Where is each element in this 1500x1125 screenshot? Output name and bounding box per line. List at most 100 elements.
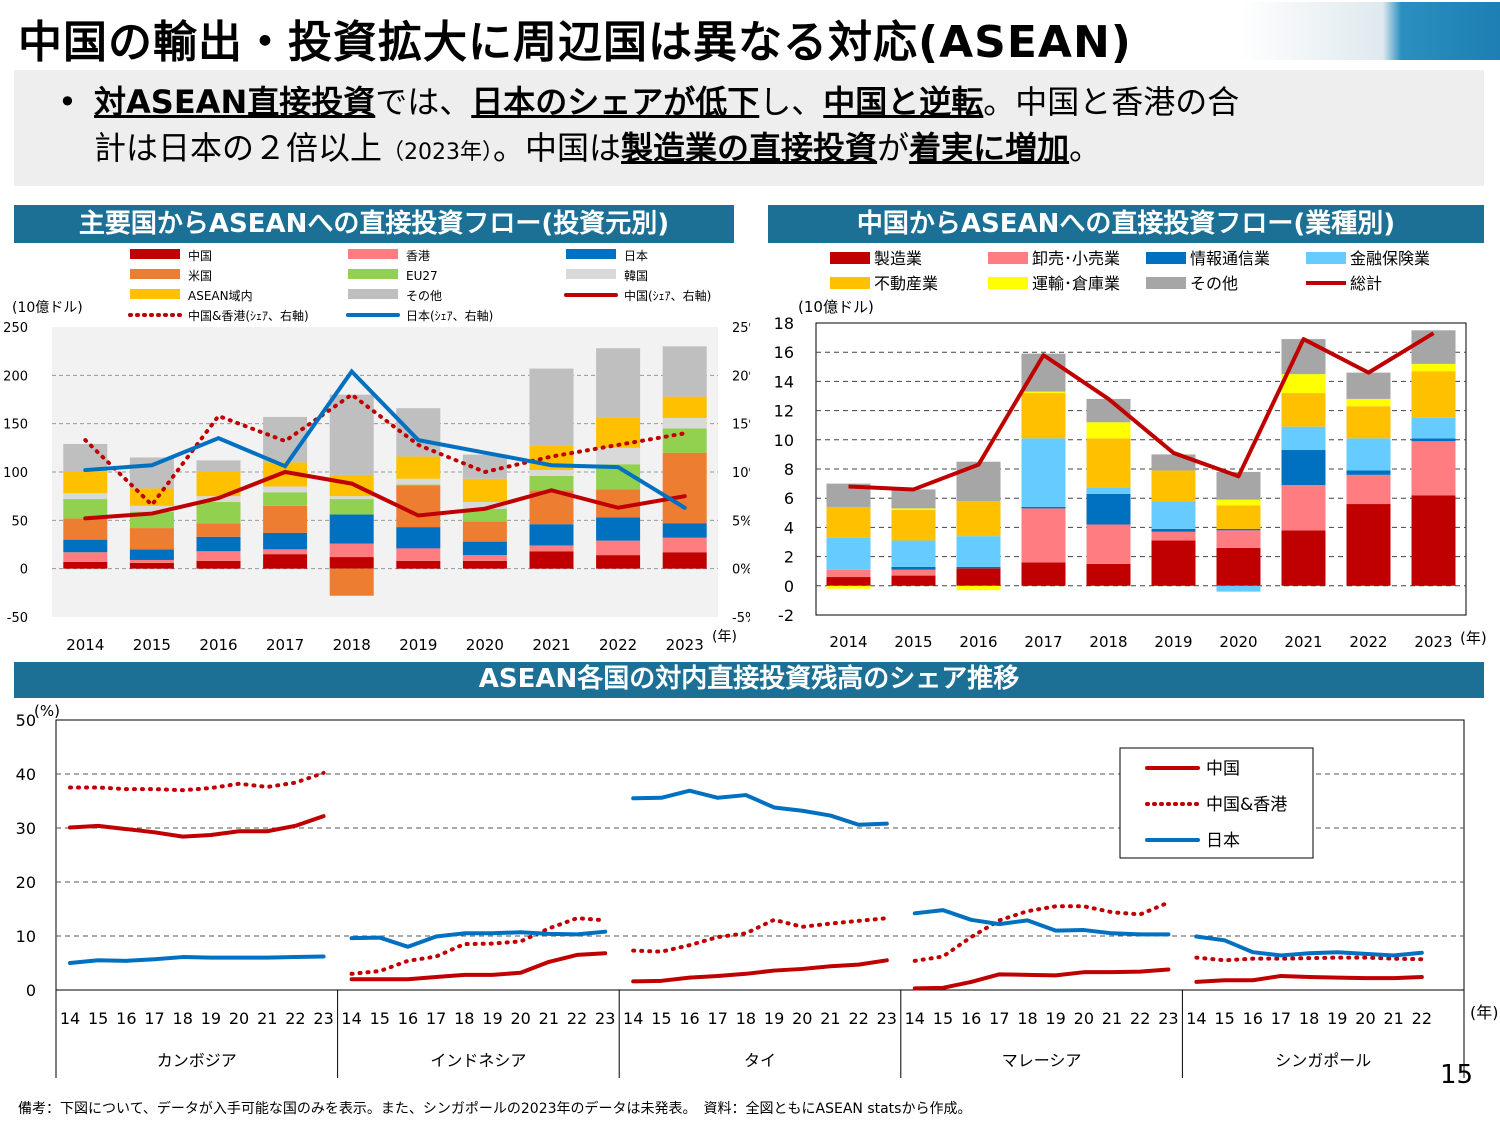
y-tick-label: 50 [16,711,36,730]
group-label: タイ [744,1051,776,1070]
bar-segment [1411,495,1456,586]
legend-label: 運輸･倉庫業 [1032,274,1120,293]
x-tick-label: 21 [539,1009,559,1028]
bar-segment [396,548,441,561]
bar-segment [956,536,1001,567]
bar-segment [596,540,641,556]
x-tick-label: 21 [820,1009,840,1028]
bar-segment [662,396,707,418]
x-tick-label: 14 [341,1009,361,1028]
unit-label: (10億ドル) [12,300,83,316]
bar-segment [63,518,108,540]
bar-segment [891,566,936,570]
bar-segment [63,552,108,562]
bar-segment [1346,438,1391,471]
unit-label: (%) [34,702,60,720]
bar-segment [1086,524,1131,564]
group-label: インドネシア [430,1051,526,1070]
legend-label: 情報通信業 [1190,249,1270,268]
x-tick-label: 15 [88,1009,108,1028]
x-tick-label: 17 [989,1009,1009,1028]
x-tick-label: 19 [764,1009,784,1028]
x-tick-label: 14 [905,1009,925,1028]
x-tick-label: 15 [933,1009,953,1028]
bar-segment [1346,406,1391,439]
y2-tick-label: 5% [732,514,750,529]
chinahk-line [631,916,889,954]
summary-text: 。中国と香港の合 [983,83,1240,121]
y-tick-label: 0 [26,981,36,1000]
bar-segment [1346,398,1391,407]
chart2-svg: -2 0 2 4 6 8 10 12 14 16 18 2014 2015 2016 2017 2018 201… [774,249,1487,651]
x-tick-label: 2015 [894,633,932,651]
bar-segment [1021,391,1066,394]
japan-line [912,908,1171,937]
y-tick-label: 30 [16,819,36,838]
bar-segment [263,416,308,463]
x-tick-label: 19 [1046,1009,1066,1028]
legend-label: 金融保険業 [1350,249,1430,268]
x-tick-label: 2016 [959,633,997,651]
legend-label: 中国&香港(ｼｪｱ、右軸) [188,308,309,323]
bar-segment [1216,499,1261,506]
y-tick-label: 6 [784,489,794,508]
x-tick-label: 17 [426,1009,446,1028]
japan-line [349,929,608,949]
unit-label: (10億ドル) [798,298,874,316]
chart3-header: ASEAN各国の対内直接投資残高のシェア推移 [14,662,1484,698]
year-unit-label: (年) [712,629,737,645]
bar-segment [1411,417,1456,439]
x-tick-label: 20 [1074,1009,1094,1028]
x-tick-label: 18 [1017,1009,1037,1028]
x-tick-label: 16 [116,1009,136,1028]
legend-label: 中国&香港 [1206,795,1287,815]
bar-segment [662,523,707,538]
japan-line [68,954,326,965]
legend-swatch [1306,252,1346,264]
legend-swatch [988,277,1028,289]
bar-segment [1411,438,1456,442]
bar-segment [826,483,871,507]
bar-segment [396,560,441,569]
y-tick-label: 10 [16,927,36,946]
y2-tick-label: 25% [732,321,750,336]
bar-segment [1021,506,1066,509]
chart3-svg: 0 10 20 30 40 50(%) 14 15 16 17 18 19 20 21 22 23 カンボジア 1… [16,702,1499,1078]
bar-segment [329,568,374,596]
bar-segment [263,492,308,506]
x-tick-label: 19 [1327,1009,1347,1028]
bar-segment [462,501,507,509]
y-tick-label: 0 [20,563,28,578]
legend-swatch [130,269,180,279]
x-tick-label: 2015 [133,636,171,654]
bar-segment [196,551,241,561]
bar-segment [263,554,308,569]
year-unit-label: (年) [1470,1003,1499,1022]
legend-swatch [830,277,870,289]
bar-segment [1281,450,1326,486]
bar-segment [1086,422,1131,439]
bar-segment [826,506,871,538]
legend-label: 総計 [1350,274,1382,293]
bar-segment [662,346,707,397]
bar-segment [196,536,241,552]
x-tick-label: 14 [623,1009,643,1028]
bullet-icon: • [58,83,77,121]
bar-segment [329,543,374,558]
summary-text: 。 [1069,129,1102,167]
bar-segment [63,471,108,494]
bar-segment [1151,531,1196,541]
x-tick-label: 22 [1412,1009,1432,1028]
bar-segment [129,505,174,512]
summary-text: 。中国は [493,129,622,167]
summary-text: （2023年） [382,140,494,165]
bar-segment [529,545,574,552]
bar-segment [662,537,707,553]
legend-swatch [830,252,870,264]
x-tick-label: 20 [1355,1009,1375,1028]
y-tick-label: 12 [774,402,794,421]
group-label: マレーシア [1002,1051,1082,1070]
japan-line [631,788,889,827]
y2-tick-label: 20% [732,369,750,384]
title-decoration [1240,2,1500,60]
